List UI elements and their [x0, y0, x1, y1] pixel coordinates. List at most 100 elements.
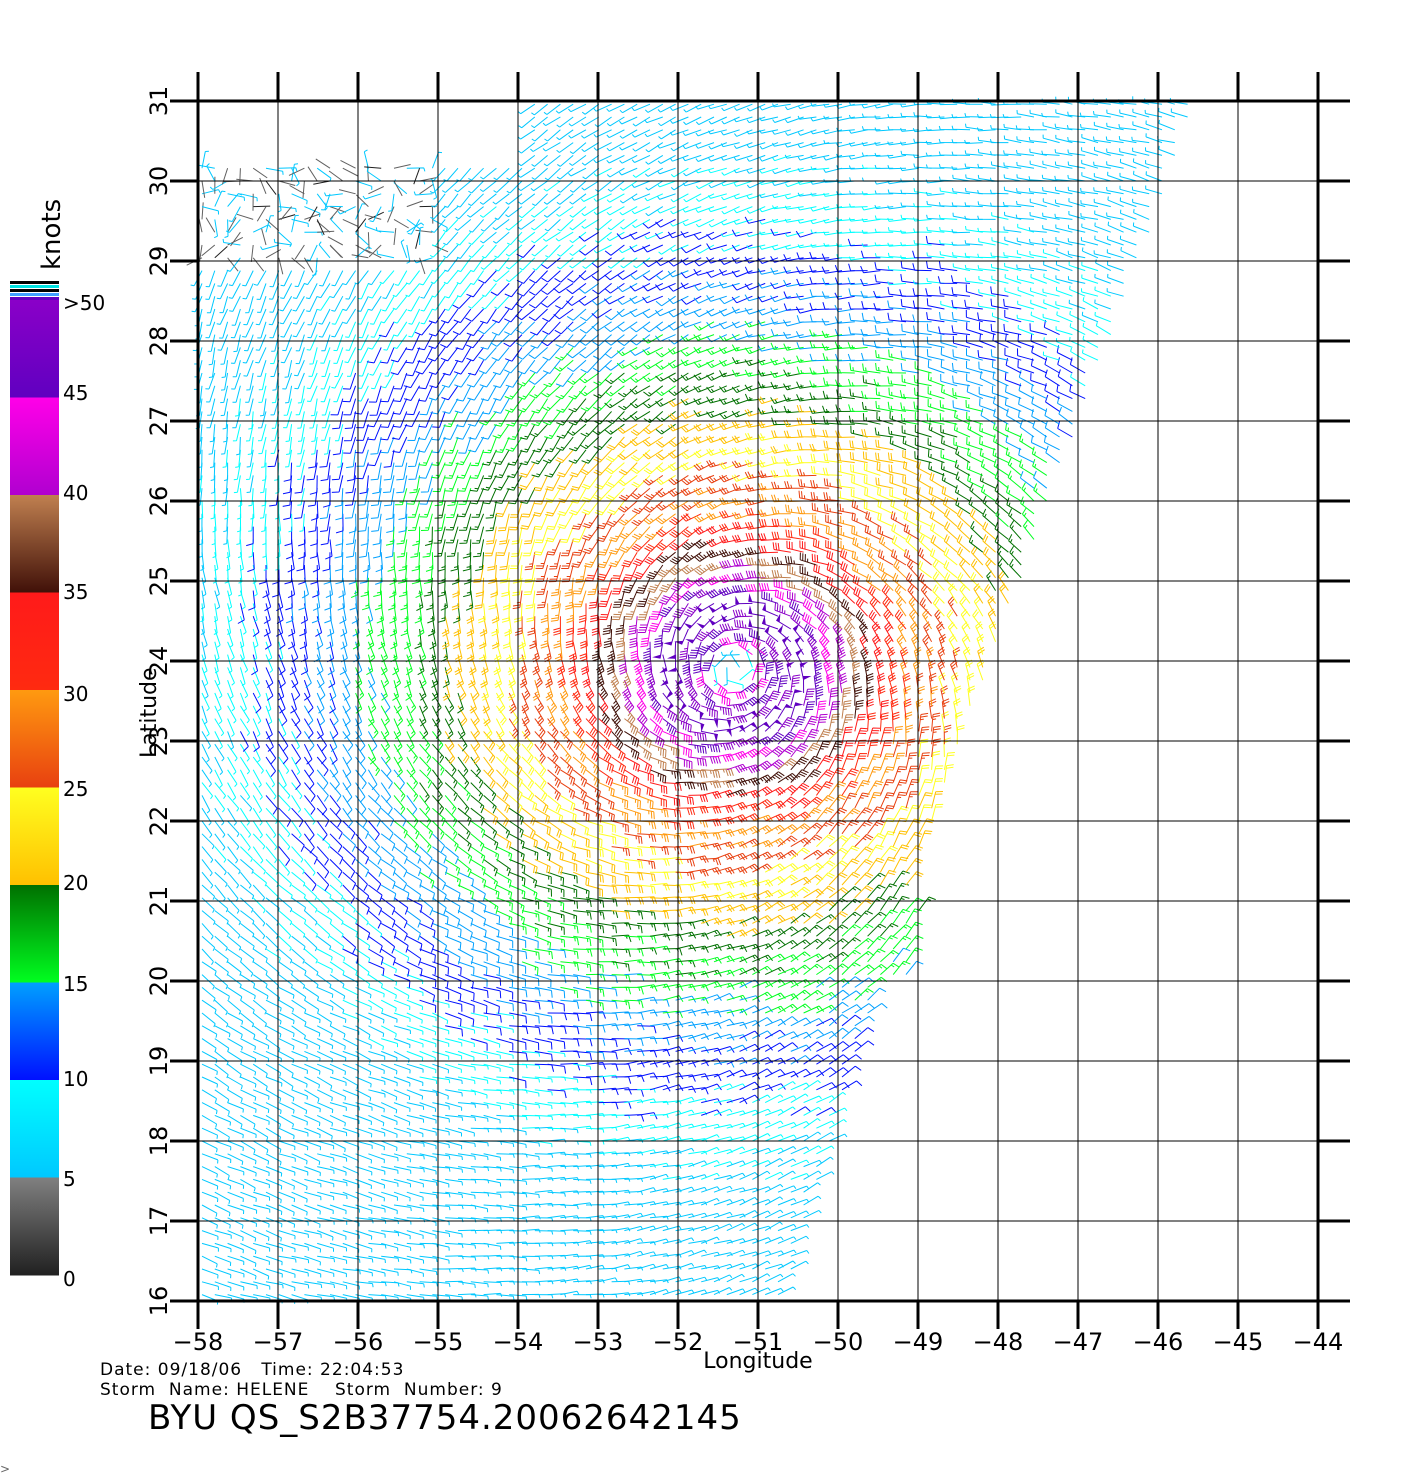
- wind-barb: [939, 311, 958, 323]
- wind-barb: [419, 1178, 438, 1186]
- wind-barb: [803, 874, 824, 886]
- wind-barb: [731, 306, 753, 314]
- wind-barb: [214, 1038, 230, 1052]
- wind-barb: [1082, 322, 1099, 336]
- wind-barb: [573, 986, 591, 999]
- wind-barb: [848, 415, 868, 425]
- wind-barb: [726, 1262, 746, 1270]
- wind-barb: [905, 947, 923, 963]
- wind-barb: [966, 348, 983, 361]
- wind-barb: [547, 961, 565, 974]
- wind-barb: [457, 897, 475, 912]
- wind-barb: [573, 935, 592, 947]
- wind-barb: [304, 1204, 321, 1215]
- wind-barb: [321, 360, 331, 377]
- wind-barb: [265, 974, 280, 990]
- wind-barb: [419, 999, 437, 1013]
- wind-barb: [966, 384, 983, 400]
- wind-barb: [380, 935, 396, 954]
- wind-barb: [812, 538, 830, 553]
- wind-barb: [509, 513, 523, 531]
- wind-barb: [657, 564, 676, 578]
- wind-barb: [214, 1102, 230, 1115]
- wind-barb: [510, 552, 523, 569]
- wind-barb: [521, 974, 540, 987]
- wind-barb: [431, 769, 443, 790]
- wind-barb: [547, 935, 566, 948]
- wind-barb: [816, 1156, 834, 1168]
- wind-barb: [406, 948, 422, 966]
- wind-barb: [413, 257, 433, 264]
- wind-barb: [408, 308, 421, 325]
- wind-barb: [214, 948, 229, 963]
- wind-barb: [470, 1025, 489, 1034]
- wind-barb: [953, 437, 971, 451]
- wind-barb: [470, 961, 488, 975]
- wind-barb: [248, 539, 254, 558]
- wind-barb: [227, 731, 235, 750]
- colorbar-cap-stripe: [10, 297, 59, 300]
- wind-barb: [999, 583, 1009, 604]
- wind-barb: [521, 986, 541, 997]
- wind-barb: [828, 1041, 850, 1052]
- wind-barb: [783, 357, 804, 365]
- wind-barb: [770, 381, 791, 390]
- wind-barb: [355, 833, 368, 854]
- wind-barb: [920, 583, 932, 604]
- wind-barb: [320, 385, 331, 403]
- wind-barb: [592, 359, 612, 373]
- wind-barb: [317, 1230, 334, 1241]
- wind-barb: [867, 1002, 888, 1014]
- wind-barb: [406, 1050, 424, 1062]
- wind-barb: [528, 283, 548, 296]
- wind-barb: [496, 1089, 515, 1095]
- wind-barb: [828, 911, 848, 924]
- wind-barb: [598, 1178, 618, 1184]
- wind-barb: [240, 1102, 257, 1113]
- colorbar-cap-stripe: [10, 293, 59, 296]
- wind-barb: [940, 347, 958, 361]
- wind-barb: [252, 257, 265, 272]
- wind-barb: [874, 427, 894, 438]
- wind-barb: [380, 718, 390, 740]
- wind-barb: [693, 295, 715, 304]
- wind-barb: [227, 948, 243, 963]
- wind-barb: [624, 986, 644, 995]
- wind-barb: [329, 948, 346, 962]
- wind-barb: [649, 1037, 670, 1046]
- wind-barb: [1082, 335, 1099, 348]
- wind-barb: [629, 308, 651, 318]
- wind-barb: [432, 910, 449, 925]
- wind-barb: [637, 794, 654, 809]
- wind-barb: [380, 308, 395, 324]
- wind-barb: [649, 807, 669, 818]
- wind-barb: [561, 564, 574, 583]
- wind-barb: [440, 641, 448, 662]
- wind-barb: [329, 1281, 348, 1290]
- wind-barb: [496, 1050, 514, 1059]
- wind-barb: [828, 847, 849, 860]
- wind-barb: [726, 679, 744, 689]
- wind-barb: [547, 910, 565, 923]
- wind-barb: [291, 1242, 309, 1251]
- wind-barb: [1005, 384, 1022, 400]
- wind-barb: [560, 1012, 580, 1022]
- wind-barb: [534, 897, 551, 912]
- wind-barb: [837, 464, 855, 476]
- wind-barb: [1055, 275, 1073, 284]
- wind-barb: [247, 552, 255, 573]
- wind-barb: [534, 910, 551, 925]
- wind-barb: [560, 820, 576, 837]
- wind-barb: [319, 270, 331, 287]
- wind-barb: [432, 1038, 450, 1047]
- wind-barb: [355, 807, 368, 828]
- wind-barb: [821, 343, 843, 351]
- wind-barb: [342, 1153, 359, 1165]
- wind-barb: [260, 475, 267, 494]
- wind-barb: [214, 1127, 230, 1141]
- wind-barb: [278, 1102, 295, 1114]
- wind-barb: [496, 1038, 514, 1051]
- wind-barb: [304, 948, 318, 964]
- wind-barb: [406, 1089, 424, 1100]
- wind-barb: [445, 1050, 463, 1060]
